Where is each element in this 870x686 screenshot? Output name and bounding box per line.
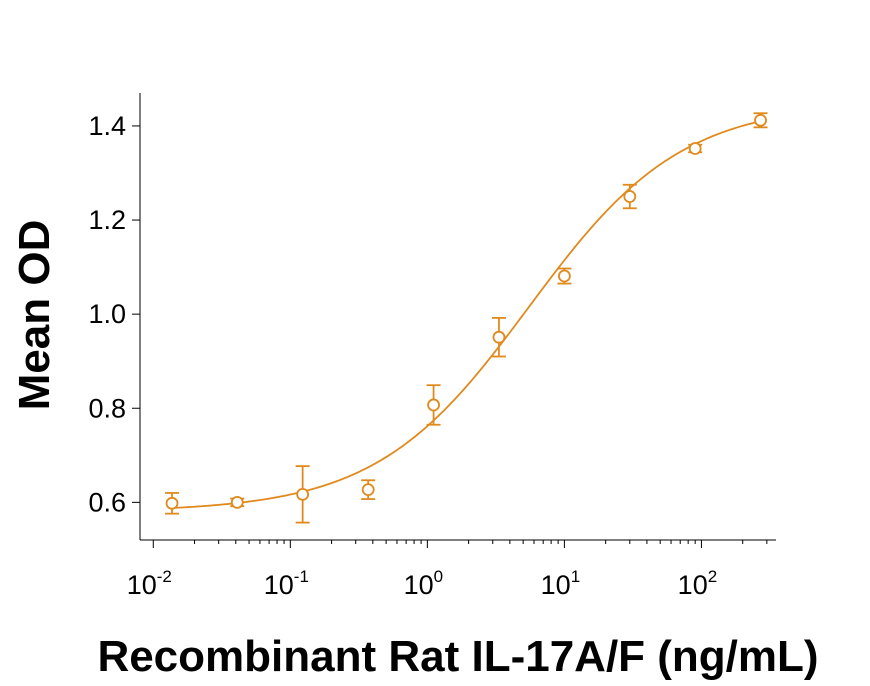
x-tick-label: 102: [678, 567, 718, 600]
point-marker: [754, 113, 767, 127]
point-marker: [688, 142, 702, 155]
axes: 0.6 0.8 1.0 1.2 1.4 10-2 10-1 100 101 102: [88, 93, 776, 600]
data-points-layer: [165, 112, 768, 524]
x-axis-title: Recombinant Rat IL-17A/F (ng/mL): [97, 632, 818, 681]
x-tick-label: 100: [404, 567, 444, 600]
y-tick-label: 0.8: [88, 393, 126, 423]
fit-curve: [171, 120, 761, 509]
x-tick-label: 10-2: [127, 567, 172, 600]
data-point: [622, 183, 637, 210]
data-point: [557, 267, 572, 285]
point-marker: [492, 330, 506, 344]
y-tick-label: 1.4: [88, 111, 126, 141]
data-point: [426, 384, 441, 426]
point-marker: [558, 269, 571, 283]
x-tick-label: 101: [541, 567, 581, 600]
point-marker: [296, 487, 310, 501]
data-point: [165, 492, 180, 515]
y-tick-label: 0.6: [88, 487, 126, 517]
y-axis-title: Mean OD: [10, 220, 59, 411]
data-point: [361, 479, 376, 500]
point-marker: [230, 495, 244, 509]
point-marker: [427, 398, 440, 412]
y-tick-label: 1.2: [88, 205, 126, 235]
data-point: [295, 465, 310, 524]
point-marker: [361, 483, 375, 497]
data-point: [230, 495, 245, 509]
fit-curve-layer: [171, 120, 761, 509]
y-tick-label: 1.0: [88, 299, 126, 329]
data-point: [688, 142, 703, 155]
x-tick-label: 10-1: [264, 567, 309, 600]
point-marker: [623, 190, 637, 203]
data-point: [491, 317, 506, 358]
point-marker: [165, 496, 179, 510]
data-point: [753, 112, 768, 129]
